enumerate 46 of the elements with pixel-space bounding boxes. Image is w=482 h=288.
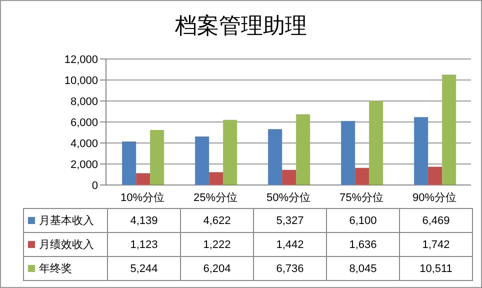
bar (369, 100, 384, 185)
data-label: 1,636 (326, 232, 400, 256)
data-label: 1,442 (254, 232, 326, 256)
y-tick-label: 8,000 (70, 96, 98, 108)
data-label: 4,139 (108, 208, 180, 232)
bar (136, 173, 150, 185)
x-tick-label: 75%分位 (339, 192, 384, 204)
bar (355, 168, 370, 185)
y-tick-label: 0 (92, 180, 98, 192)
y-tick-label: 12,000 (64, 54, 98, 66)
data-label: 5,244 (108, 256, 180, 280)
data-label: 1,222 (180, 232, 254, 256)
x-tick-label: 50%分位 (266, 192, 311, 204)
data-label: 1,742 (400, 232, 472, 256)
bar (414, 117, 428, 185)
bar (209, 172, 224, 185)
data-label: 10,511 (400, 256, 472, 280)
chart-title: 档案管理助理 (174, 12, 308, 40)
bar (122, 142, 136, 185)
bar (296, 114, 310, 185)
data-label: 6,736 (254, 256, 326, 280)
legend-label: 月绩效收入 (24, 232, 108, 256)
bar (428, 166, 442, 185)
bar (442, 74, 456, 185)
x-tick-label: 10%分位 (120, 192, 165, 204)
x-tick-label: 90%分位 (412, 192, 457, 204)
y-tick-label: 2,000 (70, 158, 98, 171)
x-tick-label: 25%分位 (193, 192, 238, 204)
y-tick-label: 10,000 (64, 74, 98, 87)
bar (223, 120, 238, 185)
y-tick-label: 4,000 (70, 138, 98, 150)
legend-label: 月基本收入 (24, 208, 108, 232)
data-label: 6,204 (180, 256, 254, 280)
data-label: 4,622 (180, 208, 254, 232)
data-label: 5,327 (254, 208, 326, 232)
bar (341, 120, 356, 185)
y-tick-label: 6,000 (70, 116, 98, 129)
bar (195, 136, 210, 185)
data-label: 6,100 (326, 208, 400, 232)
data-label: 6,469 (400, 208, 472, 232)
data-label: 1,123 (108, 232, 180, 256)
bar (268, 129, 282, 185)
bar (150, 130, 164, 185)
bar (282, 170, 296, 185)
data-label: 8,045 (326, 256, 400, 280)
legend-label: 年终奖 (24, 256, 108, 280)
